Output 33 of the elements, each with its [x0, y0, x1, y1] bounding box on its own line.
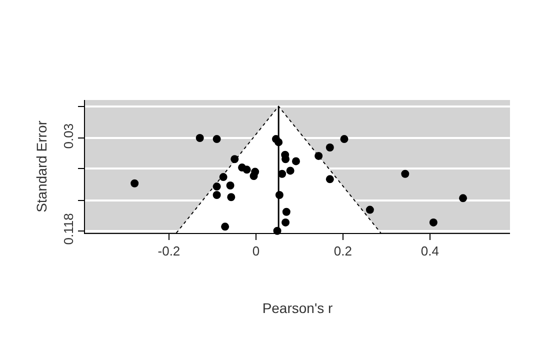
x-tick-label: -0.2: [158, 244, 180, 259]
point: [230, 155, 239, 164]
x-tick-label: 0.2: [334, 244, 352, 259]
point: [212, 182, 221, 191]
point: [366, 206, 374, 214]
point: [340, 135, 348, 144]
point: [326, 175, 334, 184]
point: [219, 173, 228, 182]
x-tick-label: 0: [252, 244, 260, 259]
x-tick-label: 0.4: [420, 244, 439, 259]
point: [221, 222, 230, 231]
point: [212, 191, 221, 199]
point: [282, 155, 290, 164]
point: [130, 179, 139, 188]
point: [326, 144, 334, 152]
x-axis-title: Pearson's r: [262, 300, 334, 316]
point: [292, 157, 300, 166]
point: [226, 182, 234, 190]
point: [251, 168, 260, 176]
point: [401, 170, 410, 178]
point: [212, 135, 221, 144]
point: [227, 193, 236, 202]
point: [282, 208, 290, 216]
point: [282, 218, 290, 226]
point: [196, 134, 204, 142]
point: [242, 166, 251, 174]
point: [459, 194, 468, 202]
point: [286, 166, 294, 175]
point: [429, 218, 438, 226]
y-axis-title: Standard Error: [33, 120, 50, 212]
y-tick-label: 0.118: [60, 213, 76, 245]
point: [314, 152, 323, 160]
y-tick-label: 0.03: [60, 123, 76, 149]
